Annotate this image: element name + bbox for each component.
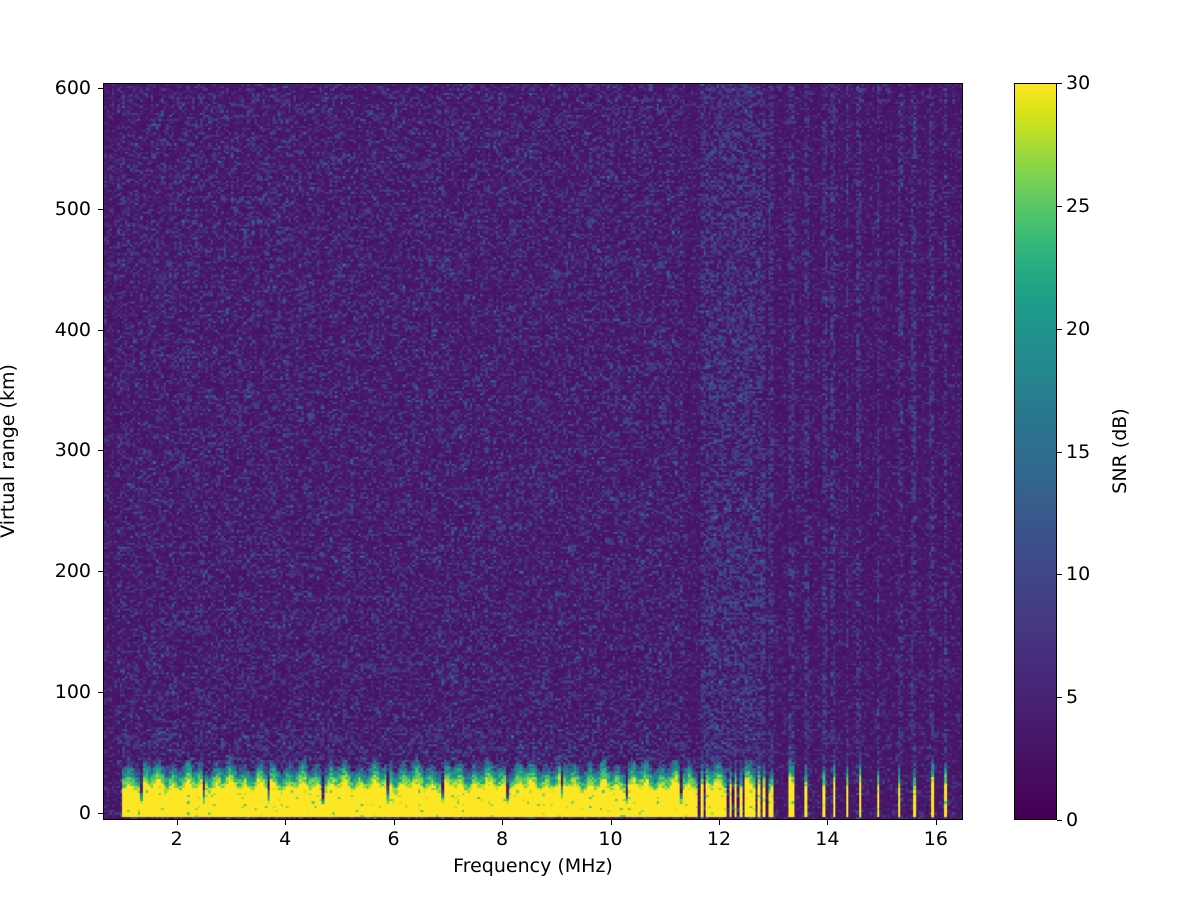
y-tick-label: 600 xyxy=(54,76,91,99)
ionogram-plot-area xyxy=(103,83,963,820)
y-tick-label: 0 xyxy=(78,801,91,824)
y-tick-label: 400 xyxy=(54,318,91,341)
colorbar-tick-mark xyxy=(1057,451,1062,453)
snr-colorbar xyxy=(1014,83,1057,820)
y-axis-label: Virtual range (km) xyxy=(0,364,19,538)
x-tick-label: 4 xyxy=(279,828,292,850)
colorbar-tick-mark xyxy=(1057,328,1062,330)
colorbar-tick-mark xyxy=(1057,83,1062,84)
y-tick-mark xyxy=(98,87,103,89)
x-tick-label: 12 xyxy=(706,828,732,850)
y-tick-mark xyxy=(98,691,103,693)
x-tick-label: 10 xyxy=(598,828,623,850)
y-tick-label: 500 xyxy=(54,197,91,220)
x-tick-mark xyxy=(502,820,504,825)
x-tick-label: 2 xyxy=(170,828,183,850)
y-tick-mark xyxy=(98,208,103,210)
colorbar-label: SNR (dB) xyxy=(1109,408,1131,494)
y-tick-label: 100 xyxy=(54,680,91,703)
x-tick-label: 6 xyxy=(387,828,400,850)
colorbar-tick-label: 25 xyxy=(1066,194,1091,217)
y-tick-label: 200 xyxy=(54,560,91,583)
colorbar-tick-label: 20 xyxy=(1066,317,1091,340)
x-tick-mark xyxy=(285,820,287,825)
colorbar-tick-label: 10 xyxy=(1066,563,1091,586)
x-tick-mark xyxy=(176,820,178,825)
x-tick-label: 16 xyxy=(923,828,948,850)
x-tick-label: 8 xyxy=(496,828,509,850)
colorbar-tick-label: 15 xyxy=(1066,440,1091,463)
x-tick-mark xyxy=(719,820,720,825)
y-tick-mark xyxy=(98,450,103,452)
colorbar-tick-mark xyxy=(1057,205,1062,207)
x-tick-mark xyxy=(827,820,829,825)
colorbar-tick-label: 30 xyxy=(1066,72,1091,94)
colorbar-tick-mark xyxy=(1057,820,1062,821)
ionogram-heatmap-canvas xyxy=(104,84,962,819)
colorbar-tick-mark xyxy=(1057,574,1062,576)
x-tick-mark xyxy=(610,820,612,825)
x-axis-label: Frequency (MHz) xyxy=(453,855,613,877)
x-tick-mark xyxy=(393,820,395,825)
y-tick-mark xyxy=(98,329,103,331)
y-tick-mark xyxy=(98,571,103,573)
colorbar-tick-mark xyxy=(1057,697,1062,699)
x-tick-label: 14 xyxy=(815,828,840,850)
y-tick-mark xyxy=(98,812,103,814)
y-tick-label: 300 xyxy=(54,439,91,462)
x-tick-mark xyxy=(935,820,937,825)
colorbar-tick-label: 0 xyxy=(1066,809,1079,831)
colorbar-tick-label: 5 xyxy=(1066,686,1079,709)
